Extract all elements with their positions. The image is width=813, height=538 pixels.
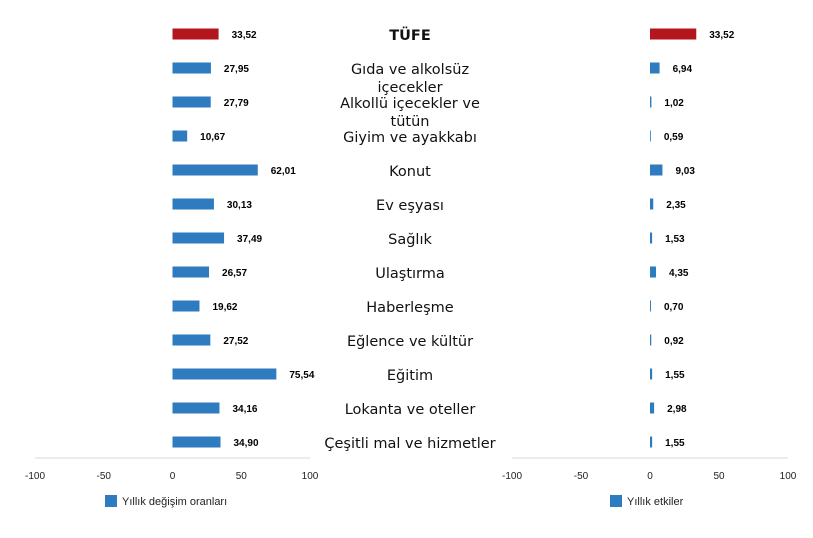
data-label: 27,52 (223, 336, 248, 347)
data-label: 2,98 (667, 404, 687, 415)
bar (172, 164, 258, 176)
data-label: 0,70 (664, 302, 684, 313)
legend-swatch (610, 495, 622, 507)
data-label: 19,62 (212, 302, 237, 313)
bar (172, 436, 221, 448)
data-label: 10,67 (200, 132, 225, 143)
data-label: 37,49 (237, 234, 262, 245)
category-label: Sağlık (388, 232, 432, 248)
data-label: 4,35 (669, 268, 689, 279)
panel-annual-change-rates: -100 -50 0 50 100 33,52 27,95 27,79 10,67 62,01 30… (25, 28, 319, 482)
x-tick-label: -100 (502, 471, 522, 482)
bar (650, 96, 652, 108)
data-label: 33,52 (232, 30, 257, 41)
category-label: Haberleşme (366, 300, 454, 316)
x-tick-label: 100 (302, 471, 319, 482)
data-label: 1,55 (665, 370, 685, 381)
x-tick-label: -50 (574, 471, 589, 482)
data-label: 26,57 (222, 268, 247, 279)
bar (650, 334, 652, 346)
legend: Yıllık değişim oranları Yıllık etkiler (105, 495, 684, 508)
bar (650, 436, 653, 448)
bar (172, 300, 200, 312)
bar (650, 28, 697, 40)
data-label: 1,55 (665, 438, 685, 449)
data-label: 34,90 (233, 438, 258, 449)
panel-annual-contributions: -100 -50 0 50 100 33,52 6,94 1,02 0,59 9,03 2,35 1,… (502, 28, 797, 482)
bar (172, 28, 219, 40)
bar (650, 232, 653, 244)
category-label: Lokanta ve oteller (345, 402, 476, 418)
data-label: 1,53 (665, 234, 685, 245)
bar (650, 62, 660, 74)
category-label: Ev eşyası (376, 198, 444, 214)
bar (172, 198, 214, 210)
bar (172, 402, 220, 414)
bar (650, 130, 651, 142)
data-label: 75,54 (289, 370, 314, 381)
data-label: 0,92 (664, 336, 684, 347)
category-label: Alkollü içecekler ve tütün (340, 96, 480, 130)
bar (172, 232, 225, 244)
bar (172, 96, 211, 108)
data-label: 0,59 (664, 132, 684, 143)
legend-label: Yıllık değişim oranları (122, 496, 227, 508)
bar (172, 130, 188, 142)
bar (650, 198, 654, 210)
x-tick-label: 50 (713, 471, 725, 482)
category-label: Çeşitli mal ve hizmetler (324, 436, 495, 452)
category-label: Ulaştırma (375, 266, 445, 282)
data-label: 2,35 (666, 200, 686, 211)
category-label: Konut (389, 164, 431, 180)
x-tick-label: -50 (97, 471, 112, 482)
data-label: 33,52 (709, 30, 734, 41)
category-label: Giyim ve ayakkabı (343, 130, 477, 146)
bar (172, 334, 211, 346)
bar (172, 62, 211, 74)
x-tick-label: -100 (25, 471, 45, 482)
bar (650, 266, 657, 278)
data-label: 27,79 (224, 98, 249, 109)
x-tick-label: 0 (170, 471, 176, 482)
data-label: 62,01 (271, 166, 296, 177)
bar (650, 368, 653, 380)
category-label: Eğlence ve kültür (347, 334, 473, 350)
x-tick-label: 0 (647, 471, 653, 482)
legend-swatch (105, 495, 117, 507)
bar (172, 368, 277, 380)
data-label: 1,02 (664, 98, 684, 109)
data-label: 30,13 (227, 200, 252, 211)
category-label: TÜFE (389, 26, 430, 44)
category-label: Gıda ve alkolsüz içecekler (351, 62, 469, 96)
category-label: Eğitim (387, 368, 433, 384)
x-tick-label: 50 (236, 471, 248, 482)
x-tick-label: 100 (780, 471, 797, 482)
legend-label: Yıllık etkiler (627, 496, 684, 508)
data-label: 27,95 (224, 64, 249, 75)
bar (650, 164, 663, 176)
bar (650, 402, 655, 414)
data-label: 6,94 (673, 64, 693, 75)
data-label: 9,03 (675, 166, 695, 177)
bar (172, 266, 210, 278)
bar (650, 300, 651, 312)
data-label: 34,16 (232, 404, 257, 415)
